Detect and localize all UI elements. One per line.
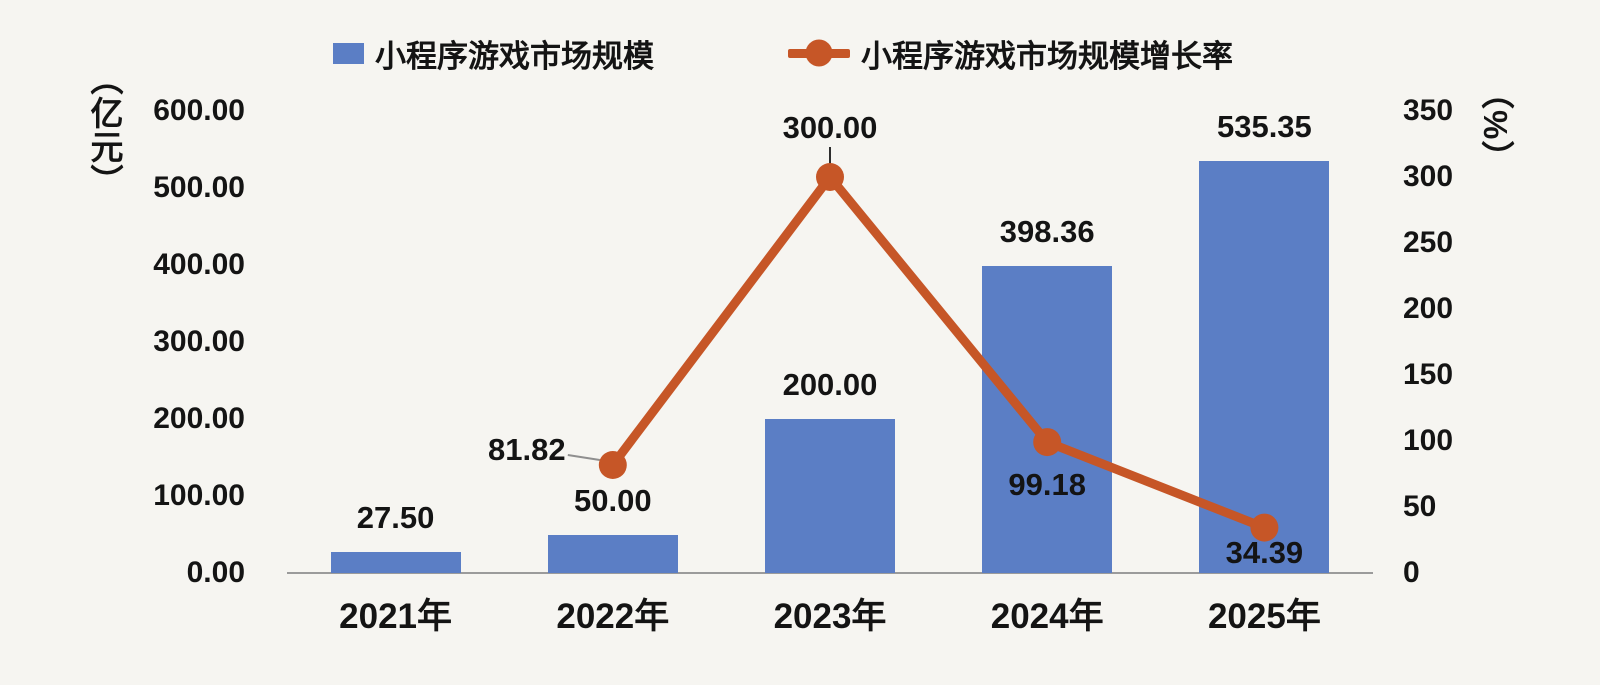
right-axis-tick: 250 [1403,226,1454,259]
right-axis-unit-label: （%） [1477,76,1514,175]
bar-value-label: 200.00 [782,367,878,402]
left-axis-tick: 300.00 [153,325,245,358]
line-point-2025年[interactable] [1250,513,1279,542]
right-axis-tick: 350 [1403,94,1454,127]
x-axis-label-3: 2023年 [773,597,887,636]
bar-value-label: 535.35 [1216,108,1312,144]
bar-2022年[interactable] [547,534,678,573]
left-axis-tick: 100.00 [153,479,245,512]
line-value-label: 99.18 [1008,467,1086,503]
right-axis-tick: 50 [1403,490,1437,523]
x-axis-label-2: 2022年 [556,597,670,636]
growth-rate-line [608,172,1269,533]
line-value-label: 81.82 [488,431,566,467]
left-axis-unit-label: （亿元） [86,62,123,198]
legend-label-market-size: 小程序游戏市场规模 [375,38,654,74]
left-axis-tick: 500.00 [153,171,245,204]
left-axis-tick: 400.00 [153,248,245,281]
left-axis-tick: 0.00 [186,556,245,589]
bar-2021年[interactable] [330,551,461,573]
left-axis-tick: 200.00 [153,402,245,435]
right-axis-tick: 150 [1403,358,1454,391]
bar-2024年[interactable] [982,266,1113,573]
left-axis-tick: 600.00 [153,94,245,127]
bar-2023年[interactable] [765,419,895,573]
bar-2025年[interactable] [1199,160,1330,573]
bar-value-label: 398.36 [999,214,1095,250]
bar-value-label: 50.00 [574,482,652,518]
line-value-label: 300.00 [782,110,878,145]
right-axis-tick: 300 [1403,160,1454,193]
line-point-2022年[interactable] [598,450,627,479]
line-point-2023年[interactable] [816,163,844,191]
right-axis-tick: 100 [1403,424,1454,457]
line-point-2024年[interactable] [1033,428,1062,457]
legend-label-growth-rate: 小程序游戏市场规模增长率 [861,38,1233,74]
legend-item-market-size[interactable]: 小程序游戏市场规模 [333,34,654,74]
bar-legend-swatch-icon [333,42,364,64]
x-axis-label-4: 2024年 [990,597,1104,636]
right-axis-tick: 200 [1403,292,1454,325]
legend-item-growth-rate[interactable]: 小程序游戏市场规模增长率 [788,34,1233,74]
line-legend-marker-icon [788,39,850,67]
right-axis-tick: 0 [1403,556,1420,589]
x-axis-label-1: 2021年 [339,597,453,636]
line-legend-dot-icon [805,39,833,67]
x-axis-label-5: 2025年 [1207,597,1321,636]
x-axis-line [287,572,1373,574]
bar-value-label: 27.50 [356,499,435,535]
